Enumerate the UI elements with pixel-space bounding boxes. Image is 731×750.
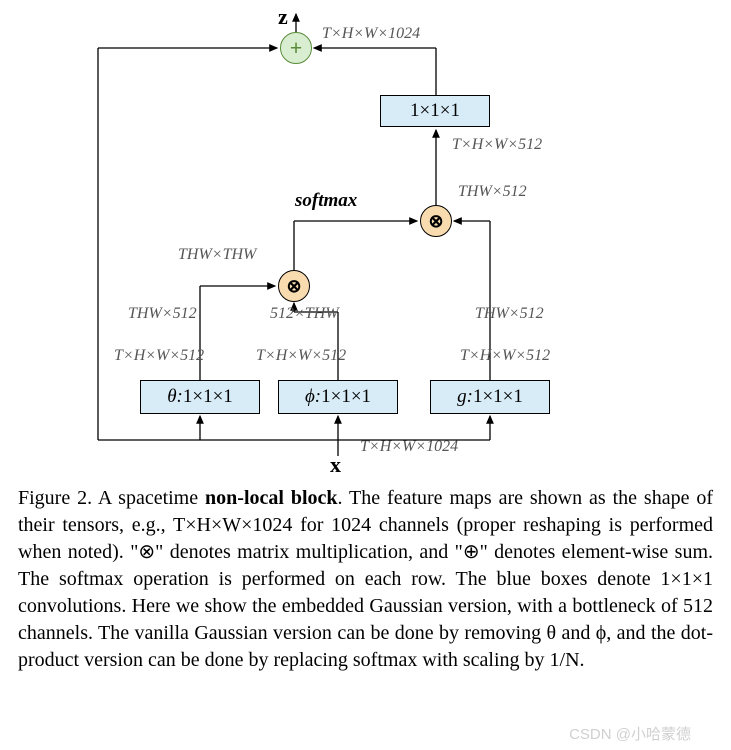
caption-rest: . The feature maps are shown as the shap… <box>18 487 713 671</box>
softmax-label: softmax <box>295 190 357 212</box>
dim-theta: T×H×W×512 <box>114 347 204 365</box>
g-prefix: g: <box>457 386 473 408</box>
theta-suffix: 1×1×1 <box>183 386 233 408</box>
theta-prefix: θ: <box>167 386 183 408</box>
caption-prefix: Figure 2. A spacetime <box>18 487 205 509</box>
phi-box: ϕ: 1×1×1 <box>278 380 398 414</box>
mult2-node: ⊗ <box>420 205 452 237</box>
dim-mult1out: THW×THW <box>178 246 256 264</box>
dim-phi: T×H×W×512 <box>256 347 346 365</box>
z-label: z <box>278 4 288 30</box>
dim-mult2in: THW×512 <box>458 183 527 201</box>
theta-box: θ: 1×1×1 <box>140 380 260 414</box>
g-suffix: 1×1×1 <box>473 386 523 408</box>
conv-out-label: 1×1×1 <box>410 100 460 122</box>
figure-caption: Figure 2. A spacetime non-local block. T… <box>18 485 713 674</box>
mult1-symbol: ⊗ <box>286 276 301 297</box>
dim-z: T×H×W×1024 <box>322 25 420 43</box>
x-label: x <box>330 452 341 478</box>
dim-g-r: THW×512 <box>475 305 544 323</box>
mult2-symbol: ⊗ <box>428 211 443 232</box>
dim-g: T×H×W×512 <box>460 347 550 365</box>
figure-canvas: z + 1×1×1 ⊗ ⊗ softmax θ: 1×1×1 ϕ: 1×1×1 … <box>0 0 731 750</box>
dim-theta-r: THW×512 <box>128 305 197 323</box>
caption-bold: non-local block <box>205 487 337 509</box>
g-box: g: 1×1×1 <box>430 380 550 414</box>
sum-node: + <box>280 32 312 64</box>
conv-out-box: 1×1×1 <box>380 95 490 127</box>
sum-symbol: + <box>290 35 303 61</box>
phi-prefix: ϕ: <box>305 386 321 408</box>
dim-phi-r: 512×THW <box>270 305 339 323</box>
dim-x: T×H×W×1024 <box>360 438 458 456</box>
watermark: CSDN @小哈蒙德 <box>569 723 691 744</box>
dim-out: T×H×W×512 <box>452 136 542 154</box>
phi-suffix: 1×1×1 <box>321 386 371 408</box>
mult1-node: ⊗ <box>278 270 310 302</box>
